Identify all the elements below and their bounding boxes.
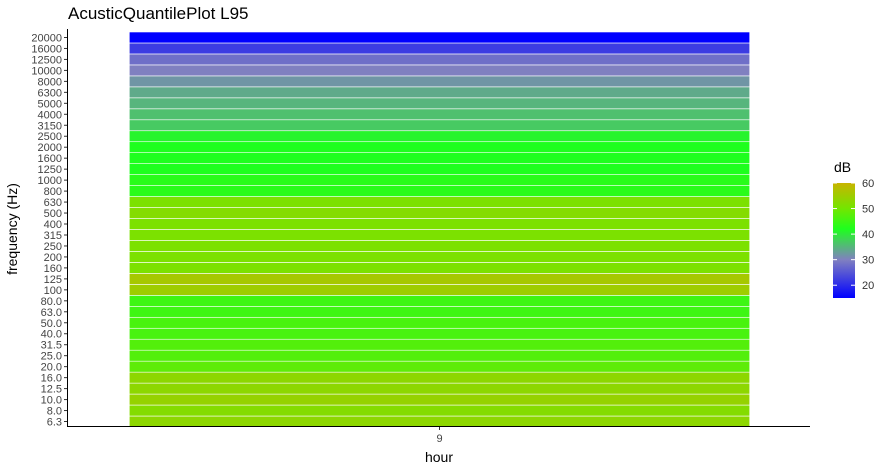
y-tick-label: 500 [44,208,62,220]
heatmap-tile [129,404,751,417]
heatmap-tile [129,338,751,351]
x-tick-label: 9 [436,433,442,445]
legend-tick-label: 20 [862,280,874,292]
y-tick-label: 100 [44,285,62,297]
heatmap-tile [129,53,751,66]
y-tick-label: 800 [44,186,62,198]
y-tick-label: 12500 [31,54,62,66]
y-tick-label: 16.0 [41,373,62,385]
y-tick-label: 250 [44,241,62,253]
heatmap-tile [129,316,751,329]
heatmap-tile [129,262,751,274]
x-axis-title: hour [425,449,453,465]
heatmap-tile [129,251,751,263]
y-tick-label: 40.0 [41,329,62,341]
legend-color-bar [833,183,855,298]
y-tick-label: 1250 [38,164,62,176]
heatmap-tile [129,240,751,252]
heatmap-tile [129,141,751,153]
y-tick-label: 10000 [31,65,62,77]
legend-tick-label: 30 [862,255,874,267]
y-tick-label: 8.0 [47,406,62,418]
heatmap-tile [129,130,751,143]
y-tick-label: 2000 [38,142,62,154]
y-axis-title: frequency (Hz) [4,183,20,275]
y-tick-label: 50.0 [41,318,62,330]
heatmap-tile [129,42,751,55]
heatmap-tile [129,273,751,285]
heatmap-tile [129,152,751,164]
legend-tick-label: 40 [862,229,874,241]
heatmap-tile [129,31,751,44]
heatmap-tile [129,360,751,373]
y-tick-label: 4000 [38,109,62,121]
y-tick-label: 400 [44,219,62,231]
heatmap-tile [129,371,751,384]
heatmap-tile [129,163,751,175]
heatmap-tile [129,284,751,296]
heatmap-tile [129,295,751,307]
heatmap-tile [129,174,751,186]
heatmap-tile [129,306,751,318]
heatmap-tile [129,86,751,99]
heatmap-tile [129,327,751,340]
heatmap-tile [129,108,751,121]
heatmap-tile [129,393,751,406]
heatmap-tile [129,97,751,110]
heatmap-tile [129,185,751,197]
heatmap-tile [129,415,751,428]
y-tick-label: 80.0 [41,296,62,308]
y-tick-label: 160 [44,263,62,275]
heatmap-tile [129,349,751,362]
heatmap-tile [129,229,751,241]
y-tick-label: 6.3 [47,417,62,429]
y-tick-label: 16000 [31,43,62,55]
heatmap-tile [129,218,751,230]
y-tick-label: 20000 [31,32,62,44]
y-tick-label: 8000 [38,76,62,88]
y-tick-label: 31.5 [41,340,62,352]
x-axis-ticks: 9 [436,427,443,445]
legend-tick-label: 50 [862,204,874,216]
heatmap-tile [129,119,751,132]
heatmap-tile [129,64,751,77]
y-tick-label: 12.5 [41,384,62,396]
y-tick-label: 63.0 [41,307,62,319]
y-tick-label: 10.0 [41,395,62,407]
y-axis-ticks: 6.38.010.012.516.020.025.031.540.050.063… [31,32,67,429]
heatmap-tile [129,75,751,88]
color-legend: dB 20 30 40 50 60 [833,159,874,298]
heatmap-tiles [129,31,751,428]
y-tick-label: 6300 [38,87,62,99]
y-tick-label: 5000 [38,98,62,110]
y-tick-label: 200 [44,252,62,264]
legend-tick-label: 60 [862,178,874,190]
y-tick-label: 2500 [38,131,62,143]
y-tick-label: 315 [44,230,62,242]
chart-title: AcusticQuantilePlot L95 [68,4,249,23]
y-tick-label: 20.0 [41,362,62,374]
y-tick-label: 630 [44,197,62,209]
legend-title: dB [834,159,851,175]
heatmap-tile [129,382,751,395]
heatmap-tile [129,196,751,208]
y-tick-label: 1600 [38,153,62,165]
y-tick-label: 25.0 [41,351,62,363]
y-tick-label: 125 [44,274,62,286]
y-tick-label: 3150 [38,120,62,132]
heatmap-tile [129,207,751,219]
y-tick-label: 1000 [38,175,62,187]
